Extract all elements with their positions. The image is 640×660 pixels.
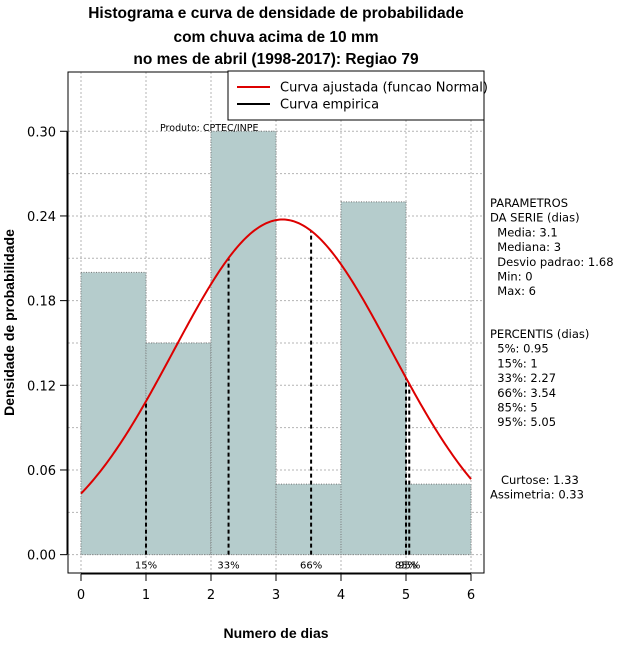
histogram-bar-2 — [145, 342, 212, 556]
percentile-lines: 15% 33% 66% 85%95% — [135, 230, 420, 572]
legend: Curva ajustada (funcao Normal) Curva empi… — [227, 70, 488, 121]
legend-label-1: Curva ajustada (funcao Normal) — [280, 81, 488, 96]
x-tick-label: 0 — [77, 588, 85, 603]
y-tick-label: 0.24 — [27, 210, 56, 225]
percentis-line-2: 5%: 0.95 — [490, 342, 549, 356]
y-tick-label: 0.12 — [27, 379, 56, 394]
y-tick-label: 0.06 — [27, 464, 56, 479]
x-tick-label: 1 — [142, 588, 150, 603]
percentile-label-33: 33% — [217, 561, 239, 572]
parametros-line-3: Media: 3.1 — [490, 225, 558, 239]
legend-box — [227, 70, 485, 121]
x-tick-label: 5 — [402, 588, 410, 603]
stats-line-1: Curtose: 1.33 — [490, 473, 579, 487]
y-tick-label: 0.30 — [27, 125, 56, 140]
percentile-label-95: 95% — [398, 561, 420, 572]
percentis-line-1: PERCENTIS (dias) — [490, 327, 589, 341]
parametros-line-6: Min: 0 — [490, 270, 533, 284]
x-tick-label: 6 — [467, 588, 475, 603]
parametros-line-1: PARAMETROS — [490, 196, 568, 210]
stats-line-2: Assimetria: 0.33 — [490, 488, 584, 502]
histogram-bar-1 — [80, 271, 147, 556]
normal-curve-layer — [80, 218, 472, 495]
x-tick-label: 3 — [272, 588, 280, 603]
histogram-bar-5 — [340, 201, 407, 556]
legend-label-2: Curva empirica — [280, 98, 379, 113]
product-credit: Produto: CPTEC/INPE — [160, 123, 259, 134]
percentis-line-5: 66%: 3.54 — [490, 386, 556, 400]
parametros-line-4: Mediana: 3 — [490, 240, 561, 254]
chart-title-line-1: Histograma e curva de densidade de proba… — [88, 5, 464, 22]
y-axis-label: Densidade de probabilidade — [1, 229, 17, 416]
percentis-line-6: 85%: 5 — [490, 401, 538, 415]
histogram-bar-6 — [405, 483, 472, 556]
histogram-bar-4 — [275, 483, 342, 556]
percentis-line-3: 15%: 1 — [490, 356, 538, 370]
chart-title: Histograma e curva de densidade de proba… — [88, 5, 464, 68]
axes: 0 1 2 3 4 5 6 0.00 0.06 0.12 0.18 0.24 0.30 — [27, 125, 475, 603]
parametros-line-7: Max: 6 — [490, 284, 536, 298]
y-tick-label: 0.00 — [27, 549, 56, 564]
percentis-line-4: 33%: 2.27 — [490, 371, 556, 385]
parametros-line-5: Desvio padrao: 1.68 — [490, 255, 614, 269]
x-tick-label: 4 — [337, 588, 345, 603]
parametros-line-2: DA SERIE (dias) — [490, 211, 580, 225]
chart-title-line-2: com chuva acima de 10 mm — [173, 29, 378, 46]
normal-curve — [80, 218, 472, 495]
percentis-line-7: 95%: 5.05 — [490, 415, 556, 429]
histogram-bar-3 — [210, 130, 277, 556]
percentile-label-15: 15% — [135, 561, 157, 572]
x-axis-label: Numero de dias — [223, 625, 328, 641]
chart-title-line-3: no mes de abril (1998-2017): Regiao 79 — [133, 51, 419, 68]
percentile-label-85: 85% — [395, 561, 417, 572]
histogram-bars — [80, 130, 472, 556]
percentile-label-66: 66% — [300, 561, 322, 572]
x-tick-label: 2 — [207, 588, 215, 603]
y-tick-label: 0.18 — [27, 295, 56, 310]
